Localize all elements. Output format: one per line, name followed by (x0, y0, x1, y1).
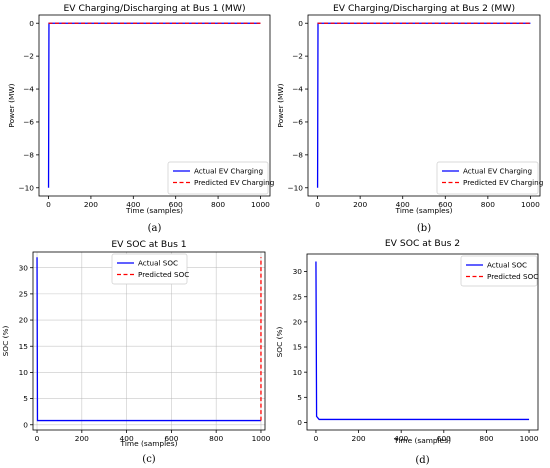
x-axis-label: Time (samples) (395, 206, 453, 215)
legend-label: Predicted EV Charging (463, 178, 543, 187)
legend-label: Actual EV Charging (463, 167, 532, 176)
plot-frame (38, 14, 271, 197)
chart-title: EV Charging/Discharging at Bus 1 (MW) (63, 3, 245, 14)
x-tick-label: 400 (120, 434, 134, 443)
legend: Actual SOC Predicted SOC (460, 255, 538, 287)
y-tick-label: −4 (23, 85, 34, 94)
y-axis-label: Power (MW) (276, 83, 285, 127)
legend-label: Predicted SOC (138, 270, 189, 279)
y-axis-label: Power (MW) (7, 83, 16, 127)
x-tick-label: 0 (315, 200, 320, 209)
panel-caption: (d) (415, 455, 429, 466)
y-tick-label: 0 (297, 418, 302, 427)
legend: Actual SOC Predicted SOC (111, 253, 189, 285)
x-tick-label: 0 (314, 434, 319, 443)
y-tick-label: −8 (292, 150, 303, 159)
y-tick-label: 0 (29, 19, 34, 28)
legend-label: Predicted EV Charging (194, 178, 274, 187)
plot-frame (307, 14, 541, 197)
x-tick-label: 600 (164, 434, 178, 443)
x-tick-label: 200 (352, 434, 366, 443)
y-tick-label: 15 (293, 343, 303, 352)
x-tick-label: 1000 (521, 200, 540, 209)
chart-title: EV SOC at Bus 1 (111, 239, 186, 250)
y-tick-label: −2 (23, 52, 34, 61)
legend-box (111, 253, 188, 285)
y-tick-label: 20 (293, 317, 303, 326)
series-line-actual (315, 261, 530, 421)
legend-box (167, 161, 269, 195)
x-tick-label: 400 (394, 434, 408, 443)
chart-panel-4: 0 200 400 600 800 1000 0 5 10 15 20 25 30 EV SOC at B… (275, 238, 539, 466)
x-tick-label: 400 (396, 200, 410, 209)
y-tick-label: −2 (292, 52, 303, 61)
chart-title: EV Charging/Discharging at Bus 2 (MW) (333, 3, 515, 14)
y-tick-label: −6 (292, 118, 303, 127)
y-axis-label: SOC (%) (1, 325, 10, 356)
plot-frame (306, 253, 539, 431)
legend: Actual EV Charging Predicted EV Charging (436, 161, 543, 195)
panel-caption: (c) (142, 454, 156, 465)
chart-panel-1: 0 200 400 600 800 1000 0 −2 −4 −6 −8 −10 EV Charging… (7, 3, 274, 234)
x-tick-label: 200 (75, 434, 89, 443)
x-tick-label: 200 (353, 200, 367, 209)
x-axis-label: Time (samples) (125, 206, 183, 215)
series-line-actual (36, 257, 261, 422)
y-tick-label: 15 (19, 342, 29, 351)
chart-panel-3: 0 200 400 600 800 1000 0 5 10 15 20 25 30 EV SOC at B… (1, 239, 271, 465)
y-tick-label: −10 (287, 183, 303, 192)
y-tick-label: 10 (293, 368, 303, 377)
x-tick-label: 0 (35, 434, 40, 443)
y-tick-label: 10 (19, 368, 29, 377)
x-axis-label: Time (samples) (120, 439, 178, 448)
y-tick-label: −6 (23, 118, 34, 127)
x-tick-label: 800 (481, 200, 495, 209)
y-tick-label: 5 (23, 394, 28, 403)
y-tick-label: 20 (19, 316, 29, 325)
x-tick-label: 800 (209, 434, 223, 443)
chart-panel-2: 0 200 400 600 800 1000 0 −2 −4 −6 −8 −10 EV Charging… (276, 3, 543, 234)
y-tick-label: 25 (293, 292, 303, 301)
legend-box (460, 255, 538, 287)
legend: Actual EV Charging Predicted EV Charging (167, 161, 274, 195)
legend-box (436, 161, 539, 195)
chart-title: EV SOC at Bus 2 (385, 238, 460, 249)
x-tick-label: 800 (211, 200, 225, 209)
x-tick-label: 1000 (252, 434, 271, 443)
legend-label: Actual SOC (487, 261, 527, 270)
x-tick-label: 1000 (251, 200, 270, 209)
x-tick-label: 0 (46, 200, 51, 209)
x-axis-label: Time (samples) (393, 436, 451, 445)
legend-label: Predicted SOC (487, 272, 538, 281)
y-axis-label: SOC (%) (275, 326, 284, 357)
y-tick-label: −4 (292, 85, 303, 94)
plot-frame (32, 251, 266, 431)
y-tick-label: 30 (293, 267, 303, 276)
y-tick-label: 25 (19, 289, 29, 298)
x-tick-label: 600 (438, 200, 452, 209)
x-tick-label: 1000 (520, 434, 539, 443)
y-tick-label: −8 (23, 150, 34, 159)
y-tick-label: 0 (298, 19, 303, 28)
x-tick-label: 600 (169, 200, 183, 209)
x-tick-label: 200 (84, 200, 98, 209)
panel-caption: (b) (417, 223, 431, 234)
legend-label: Actual SOC (138, 259, 178, 268)
legend-label: Actual EV Charging (194, 167, 263, 176)
x-tick-label: 600 (437, 434, 451, 443)
y-tick-label: −10 (18, 183, 34, 192)
y-tick-label: 5 (297, 393, 302, 402)
y-tick-label: 0 (23, 420, 28, 429)
panel-caption: (a) (148, 223, 162, 234)
y-tick-label: 30 (19, 263, 29, 272)
x-tick-label: 800 (479, 434, 493, 443)
x-tick-label: 400 (126, 200, 140, 209)
